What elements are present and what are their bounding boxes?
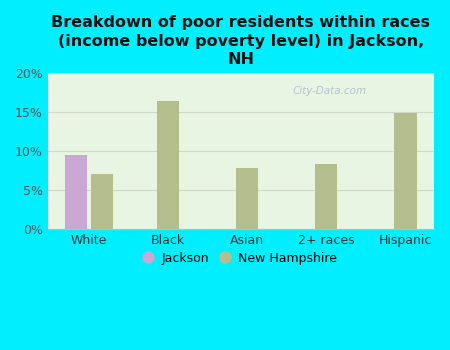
Bar xyxy=(236,168,258,229)
Bar xyxy=(315,164,338,229)
Bar xyxy=(157,102,179,229)
Bar xyxy=(65,155,87,229)
Legend: Jackson, New Hampshire: Jackson, New Hampshire xyxy=(140,246,342,270)
Bar xyxy=(395,113,417,229)
Text: City-Data.com: City-Data.com xyxy=(293,86,367,96)
Title: Breakdown of poor residents within races
(income below poverty level) in Jackson: Breakdown of poor residents within races… xyxy=(51,15,431,67)
Bar xyxy=(90,174,113,229)
